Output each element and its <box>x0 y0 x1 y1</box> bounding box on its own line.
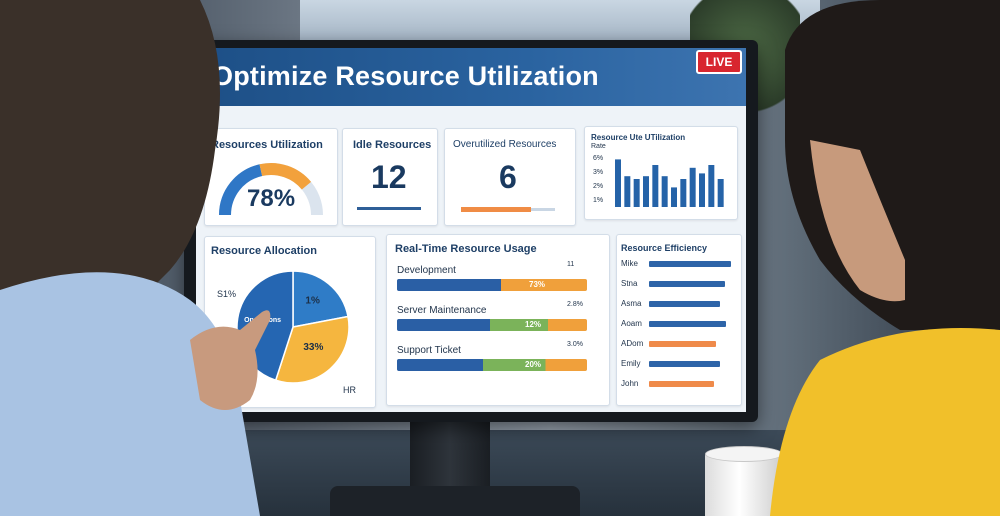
rate-bar <box>643 176 649 207</box>
efficiency-label: Resource Efficiency <box>621 243 708 253</box>
monitor-screen: Optimize Resource Utilization LIVE Resou… <box>196 48 746 412</box>
realtime-row-side-value: 11 <box>567 261 575 268</box>
overutilized-value: 6 <box>499 159 517 195</box>
realtime-bar-fill <box>397 279 502 291</box>
pie-slice <box>274 315 350 384</box>
woman-shirt <box>770 328 1000 516</box>
pie-slice-label: 1% <box>305 295 320 306</box>
allocation-outer-label: S1% <box>217 289 237 299</box>
realtime-bar-fill <box>397 319 490 331</box>
realtime-label: Real-Time Resource Usage <box>395 243 537 255</box>
utilization-card: Resources Utilization 78% <box>204 128 338 226</box>
efficiency-row-name: Mike <box>621 259 638 268</box>
rate-bar-chart <box>615 159 724 207</box>
man-hand <box>190 310 271 410</box>
live-badge: LIVE <box>696 50 742 74</box>
idle-label: Idle Resources <box>353 139 432 151</box>
rate-y-tick: 6% <box>593 155 604 162</box>
efficiency-row-bar <box>649 361 721 367</box>
rate-bar <box>652 165 659 207</box>
allocation-label: Resource Allocation <box>211 245 317 257</box>
rate-bar <box>633 179 640 207</box>
idle-indicator <box>357 207 421 210</box>
utilization-gauge <box>219 163 323 216</box>
efficiency-row-name: Emily <box>621 359 641 368</box>
rate-chart-subtitle: Rate <box>591 143 606 150</box>
efficiency-row-name: John <box>621 379 639 388</box>
realtime-bar-percent: 73% <box>529 280 546 289</box>
rate-bar <box>708 165 715 207</box>
rate-bar <box>661 176 668 207</box>
overutilized-label: Overutilized Resources <box>453 139 557 150</box>
gauge-fill-blue <box>219 164 263 216</box>
rate-y-tick: 2% <box>593 183 604 190</box>
efficiency-row-bar <box>649 341 717 347</box>
realtime-row-name: Server Maintenance <box>397 305 487 316</box>
dashboard-header: Optimize Resource Utilization <box>196 48 746 106</box>
idle-card: Idle Resources 12 <box>342 128 438 226</box>
rate-bar <box>624 176 631 207</box>
rate-bar <box>680 179 687 207</box>
coffee-cup <box>705 446 783 516</box>
overutilized-track <box>531 208 555 211</box>
realtime-row-side-value: 3.0% <box>567 341 583 348</box>
realtime-row-bar: 20% <box>397 359 587 371</box>
overutilized-card: Overutilized Resources 6 <box>444 128 576 226</box>
efficiency-row-name: ADom <box>621 339 644 348</box>
rate-bar <box>699 173 705 207</box>
efficiency-row-name: Asma <box>621 299 642 308</box>
dashboard-title: Optimize Resource Utilization <box>212 61 599 91</box>
monitor-stand <box>410 420 490 490</box>
rate-y-tick: 3% <box>593 169 604 176</box>
realtime-row-bar: 73% <box>397 279 587 291</box>
efficiency-row-bar <box>649 321 727 327</box>
realtime-bar-accent <box>501 279 587 291</box>
efficiency-row-name: Stna <box>621 279 638 288</box>
efficiency-row-bar <box>649 261 731 267</box>
rate-y-tick: 1% <box>593 197 604 204</box>
rate-chart-title: Resource Ute UTilization <box>591 133 686 142</box>
man-shirt <box>0 272 260 516</box>
pie-slice <box>292 270 349 328</box>
realtime-row-side-value: 2.8% <box>567 301 583 308</box>
efficiency-card: Resource Efficiency Mike Stna Asma Aoam ADom… <box>616 234 742 406</box>
allocation-hr-label: HR <box>343 385 356 395</box>
gauge-fill-orange <box>259 163 312 190</box>
realtime-row-bar: 12% <box>397 319 587 331</box>
efficiency-row-bar <box>649 381 714 387</box>
efficiency-row-bar <box>649 281 725 287</box>
utilization-value: 78% <box>247 185 296 212</box>
rate-bar <box>615 159 621 207</box>
realtime-row-name: Development <box>397 265 456 276</box>
overutilized-indicator <box>461 207 531 212</box>
efficiency-row-name: Aoam <box>621 319 642 328</box>
man-head <box>0 0 220 300</box>
efficiency-row-bar <box>649 301 720 307</box>
rate-chart-card: Resource Ute UTilization Rate 6% 3% 2% 1% <box>584 126 738 220</box>
utilization-label: Resources Utilization <box>211 139 323 151</box>
rate-bar <box>689 167 696 207</box>
idle-value: 12 <box>371 159 407 195</box>
realtime-row-name: Support Ticket <box>397 345 461 356</box>
realtime-bar-accent <box>489 319 587 331</box>
pie-slice-label: 33% <box>303 342 323 353</box>
realtime-card: Real-Time Resource Usage Development 11 73… <box>386 234 610 406</box>
realtime-bar-fill <box>397 359 483 371</box>
monitor-stand-base <box>330 486 580 516</box>
rate-bar <box>717 179 724 207</box>
rate-bar <box>671 187 677 207</box>
woman-face <box>810 140 905 302</box>
realtime-bar-percent: 20% <box>525 360 542 369</box>
realtime-bar-percent: 12% <box>525 320 542 329</box>
realtime-bar-accent <box>482 359 587 371</box>
